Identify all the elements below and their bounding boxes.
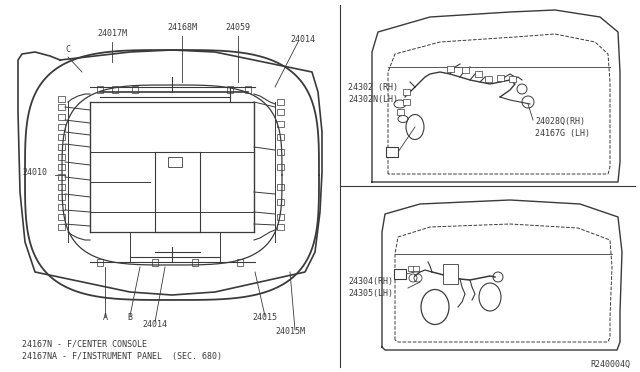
Text: 24059: 24059 (225, 23, 250, 32)
Bar (443, 264, 458, 284)
Bar (462, 67, 469, 73)
Bar (397, 109, 404, 115)
Bar (237, 259, 243, 266)
Bar (475, 71, 482, 77)
Text: 24028Q(RH): 24028Q(RH) (535, 117, 585, 126)
Text: 24302 (RH): 24302 (RH) (348, 83, 398, 92)
Bar (152, 259, 158, 266)
Text: 24010: 24010 (22, 168, 47, 177)
Bar (277, 214, 284, 220)
Text: 24168M: 24168M (167, 23, 197, 32)
Bar (58, 214, 65, 220)
Bar (168, 157, 182, 167)
Text: A: A (102, 313, 108, 322)
Bar (277, 164, 284, 170)
Bar (58, 224, 65, 230)
Bar (497, 75, 504, 81)
Bar (447, 66, 454, 72)
Bar (58, 164, 65, 170)
Bar (58, 204, 65, 210)
Bar (403, 89, 410, 95)
Bar (403, 99, 410, 105)
Bar (58, 124, 65, 130)
Bar (413, 266, 419, 271)
Text: 24015: 24015 (253, 313, 278, 322)
Bar (97, 86, 103, 93)
Text: 24302N(LH): 24302N(LH) (348, 95, 398, 104)
Text: 24305(LH): 24305(LH) (348, 289, 393, 298)
Bar (58, 174, 65, 180)
Bar (112, 86, 118, 93)
Polygon shape (372, 10, 620, 182)
Text: 24015M: 24015M (275, 327, 305, 336)
Bar (277, 109, 284, 115)
Bar (277, 134, 284, 140)
Bar (58, 144, 65, 150)
Bar (277, 224, 284, 230)
Bar (277, 199, 284, 205)
Bar (58, 104, 65, 110)
Bar (277, 99, 284, 105)
Text: J: J (399, 271, 401, 277)
Bar (58, 134, 65, 140)
Bar (386, 147, 398, 157)
Bar (192, 259, 198, 266)
Text: 24014: 24014 (290, 35, 315, 44)
Bar (227, 86, 233, 93)
Bar (132, 86, 138, 93)
Bar (58, 194, 65, 200)
Bar (277, 121, 284, 127)
Bar (97, 259, 103, 266)
Text: 24017M: 24017M (97, 29, 127, 38)
Text: 24167NA - F/INSTRUMENT PANEL  (SEC. 680): 24167NA - F/INSTRUMENT PANEL (SEC. 680) (22, 353, 222, 362)
Polygon shape (382, 200, 622, 350)
Text: J: J (391, 149, 393, 155)
Text: B: B (127, 313, 132, 322)
Bar (394, 269, 406, 279)
Bar (277, 184, 284, 190)
Text: 24167G (LH): 24167G (LH) (535, 129, 590, 138)
Bar (408, 266, 414, 271)
Text: 24304(RH): 24304(RH) (348, 277, 393, 286)
Bar (277, 149, 284, 155)
Bar (485, 76, 492, 82)
Bar (58, 184, 65, 190)
Text: R240004Q: R240004Q (590, 359, 630, 369)
Bar (58, 114, 65, 120)
Bar (58, 154, 65, 160)
Text: 24014: 24014 (143, 320, 168, 329)
Text: C: C (65, 45, 70, 54)
Bar (245, 86, 251, 93)
Bar (509, 76, 516, 82)
Bar (58, 96, 65, 102)
Text: 24167N - F/CENTER CONSOLE: 24167N - F/CENTER CONSOLE (22, 340, 147, 349)
